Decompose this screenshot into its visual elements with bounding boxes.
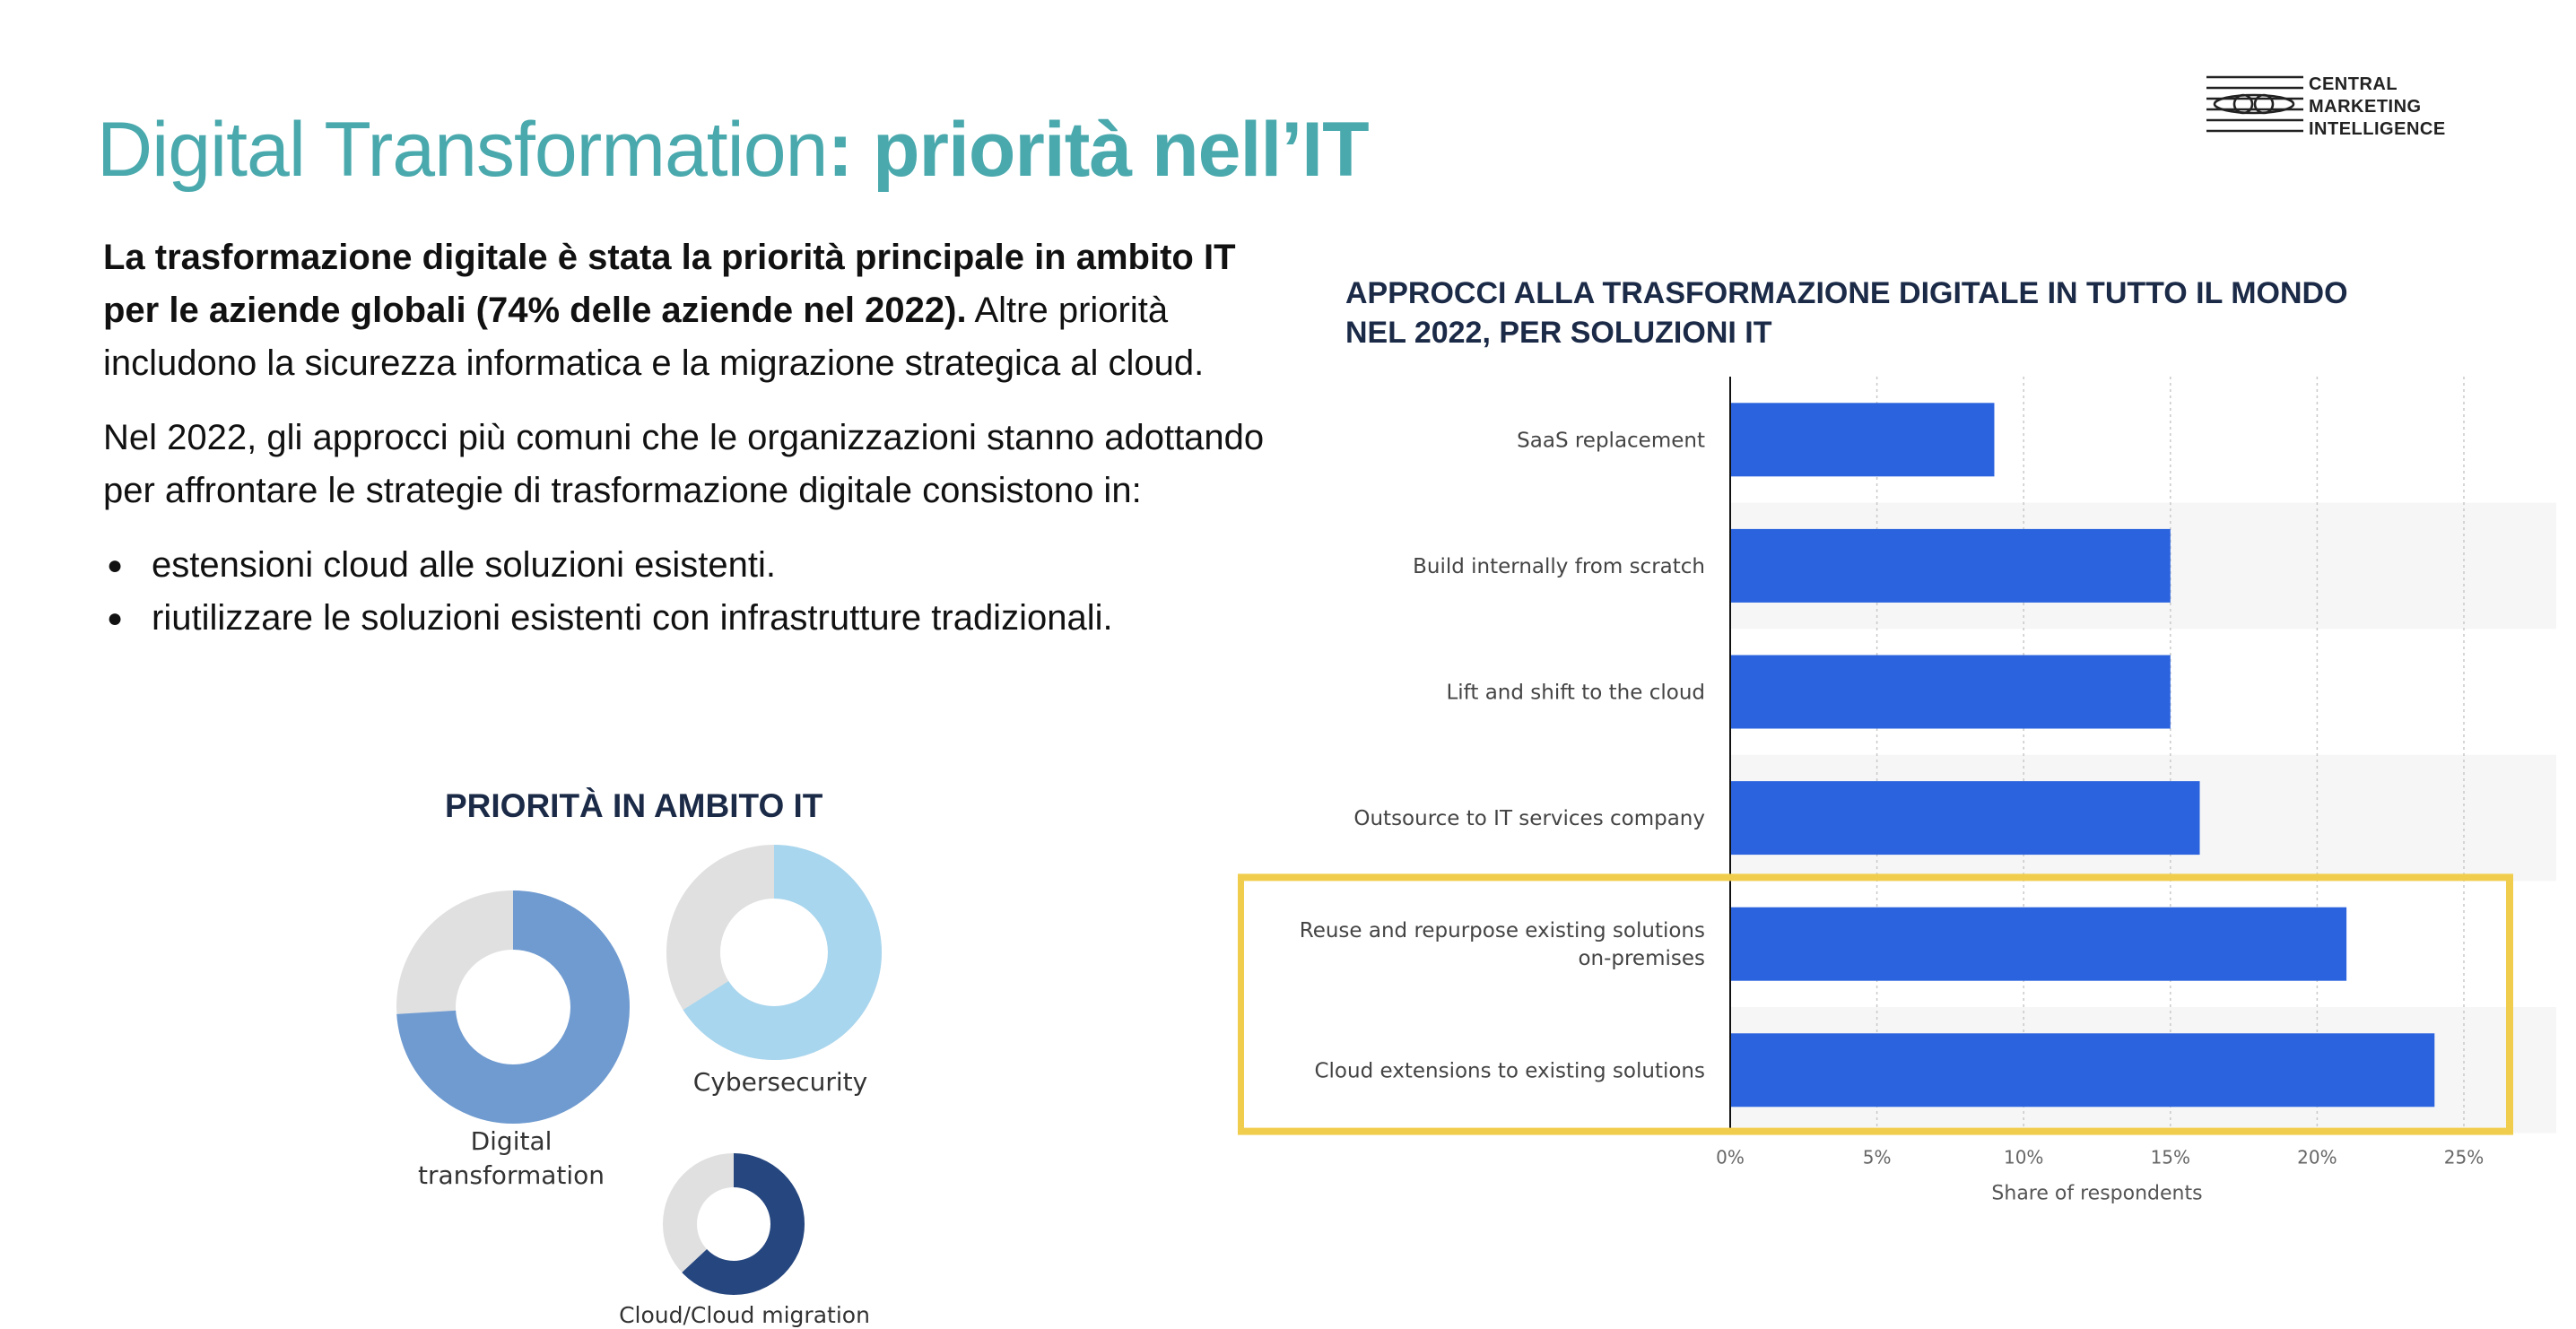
donut: [663, 1153, 805, 1295]
donut-label-cloud-migration: Cloud/Cloud migration: [583, 1302, 906, 1329]
x-tick-label: 10%: [2004, 1147, 2043, 1168]
central-marketing-intelligence-logo: CENTRAL MARKETING INTELLIGENCE: [2205, 74, 2474, 145]
bar: [1730, 1033, 2435, 1108]
intro-paragraph-2: Nel 2022, gli approcci più comuni che le…: [103, 418, 1265, 510]
donut: [666, 845, 882, 1060]
donut-label-digital-transformation: Digital transformation: [386, 1125, 637, 1193]
donut-value-segment: [396, 890, 630, 1124]
bullet-item: estensioni cloud alle soluzioni esistent…: [103, 539, 1269, 592]
bar-chart: 0% 5% 10% 15% 20% 25% SaaS replacement Build in…: [1238, 377, 2556, 1205]
bullet-item: riutilizzare le soluzioni esistenti con …: [103, 592, 1269, 645]
bar: [1730, 907, 2347, 981]
category-label: SaaS replacement: [1517, 429, 1705, 452]
donut-value-segment: [666, 845, 882, 1060]
donut-label-line: Cloud/Cloud migration: [619, 1302, 870, 1328]
title-bold: : priorità nell’IT: [827, 107, 1369, 193]
bullet-list: estensioni cloud alle soluzioni esistent…: [103, 539, 1269, 645]
logo-text: CENTRAL MARKETING INTELLIGENCE: [2309, 74, 2446, 141]
category-label: Reuse and repurpose existing solutions: [1300, 919, 1705, 942]
logo-line-1: CENTRAL: [2309, 74, 2398, 94]
donut-charts: [396, 845, 882, 1295]
donut-label-line: transformation: [417, 1160, 605, 1190]
donut-label-line: Cybersecurity: [692, 1067, 868, 1097]
bar: [1730, 528, 2171, 603]
bar-chart-title-line: NEL 2022, PER SOLUZIONI IT: [1345, 316, 1772, 350]
x-axis-title: Share of respondents: [1991, 1183, 2202, 1205]
bar: [1730, 781, 2200, 856]
category-label: Build internally from scratch: [1413, 555, 1705, 578]
logo-line-2: MARKETING: [2309, 97, 2422, 117]
x-tick-label: 5%: [1863, 1147, 1892, 1168]
x-tick-label: 15%: [2151, 1147, 2190, 1168]
category-label: on-premises: [1578, 947, 1705, 970]
bar-chart-title: APPROCCI ALLA TRASFORMAZIONE DIGITALE IN…: [1345, 274, 2348, 352]
donut-label-line: Digital: [470, 1126, 553, 1156]
highlight-box: [1238, 873, 2513, 1135]
x-tick-label: 20%: [2297, 1147, 2337, 1168]
donut-value-segment: [663, 1153, 805, 1295]
donut: [396, 890, 630, 1124]
title-light: Digital Transformation: [97, 107, 828, 193]
logo-line-3: INTELLIGENCE: [2309, 119, 2446, 139]
eye-lines-logo-icon: [2206, 75, 2303, 133]
intro-regular-text: Altre priorità includono la sicurezza in…: [103, 291, 1205, 383]
donut-label-cybersecurity: Cybersecurity: [655, 1065, 906, 1099]
intro-bold-text: La trasformazione digitale è stata la pr…: [103, 238, 1236, 330]
donut-section-title: PRIORITÀ IN AMBITO IT: [445, 787, 823, 824]
intro-paragraph-1: La trasformazione digitale è stata la pr…: [103, 231, 1269, 390]
bar: [1730, 655, 2171, 729]
x-tick-label: 0%: [1716, 1147, 1745, 1168]
bar: [1730, 403, 1995, 477]
category-label: Outsource to IT services company: [1353, 807, 1705, 830]
bar-chart-title-line: APPROCCI ALLA TRASFORMAZIONE DIGITALE IN…: [1345, 276, 2348, 310]
intro-text: La trasformazione digitale è stata la pr…: [103, 231, 1269, 645]
category-label: Lift and shift to the cloud: [1446, 682, 1705, 705]
category-label: Cloud extensions to existing solutions: [1314, 1059, 1705, 1082]
x-tick-label: 25%: [2444, 1147, 2484, 1168]
page-title: Digital Transformation: priorità nell’IT: [97, 106, 1370, 195]
